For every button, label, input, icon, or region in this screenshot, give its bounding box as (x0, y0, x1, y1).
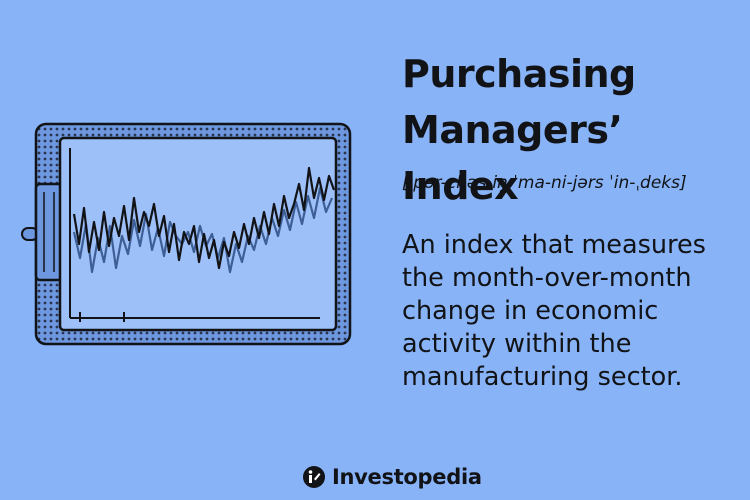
investopedia-logo-icon (303, 466, 325, 488)
tablet-illustration (21, 122, 352, 346)
brand-name: Investopedia (332, 465, 482, 489)
brand: Investopedia (302, 462, 482, 492)
page-title: Purchasing Managers’ Index (402, 52, 636, 208)
definition: An index that measures the month-over-mo… (402, 230, 706, 392)
pronunciation: [ˈpər-chəs-iŋ ˈma-ni-jərs ˈin-ˌdeks] (402, 173, 687, 193)
chart-line-front (72, 166, 336, 270)
